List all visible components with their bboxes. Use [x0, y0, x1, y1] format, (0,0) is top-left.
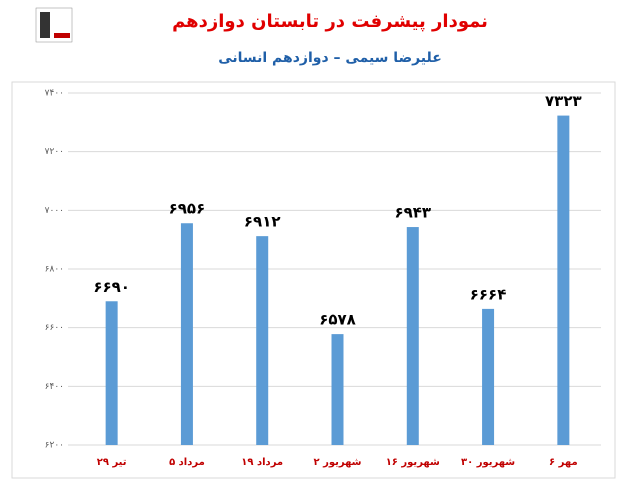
value-label: ۶۶۹۰	[93, 278, 130, 296]
logo	[35, 7, 73, 43]
bar	[180, 223, 193, 445]
x-tick-label: ۶ مهر	[549, 457, 578, 468]
y-tick-label: ۶۴۰۰	[45, 382, 64, 392]
x-tick-label: ۱۹ مرداد	[241, 457, 283, 468]
value-label: ۶۵۷۸	[319, 311, 356, 329]
y-tick-label: ۶۸۰۰	[45, 265, 64, 275]
bar	[482, 308, 495, 445]
y-tick-label: ۶۲۰۰	[45, 441, 64, 451]
chart-frame	[11, 81, 616, 479]
x-tick-label: ۱۶ شهریور	[386, 457, 440, 468]
bar	[105, 301, 118, 445]
x-tick-label: ۵ مرداد	[169, 457, 205, 468]
bar	[557, 115, 570, 445]
bar	[256, 236, 269, 445]
value-label: ۶۶۶۴	[470, 285, 507, 303]
value-label: ۷۳۲۳	[545, 92, 582, 110]
chart-subtitle: علیرضا سیمی – دوازدهم انسانی	[218, 50, 442, 66]
y-tick-label: ۷۰۰۰	[45, 206, 64, 216]
x-tick-label: ۳۰ شهریور	[461, 457, 515, 468]
bar	[331, 334, 344, 445]
value-label: ۶۹۵۶	[169, 200, 206, 218]
value-label: ۶۹۴۳	[394, 204, 431, 222]
value-label: ۶۹۱۲	[244, 213, 281, 231]
y-tick-label: ۶۶۰۰	[45, 323, 64, 333]
chart-title: نمودار پیشرفت در تابستان دوازدهم	[172, 11, 488, 32]
bar	[406, 227, 419, 445]
x-tick-label: ۲۹ تیر	[97, 457, 127, 468]
y-tick-label: ۷۴۰۰	[45, 89, 64, 99]
x-tick-label: ۲ شهریور	[313, 457, 361, 468]
y-tick-label: ۷۲۰۰	[45, 147, 64, 157]
